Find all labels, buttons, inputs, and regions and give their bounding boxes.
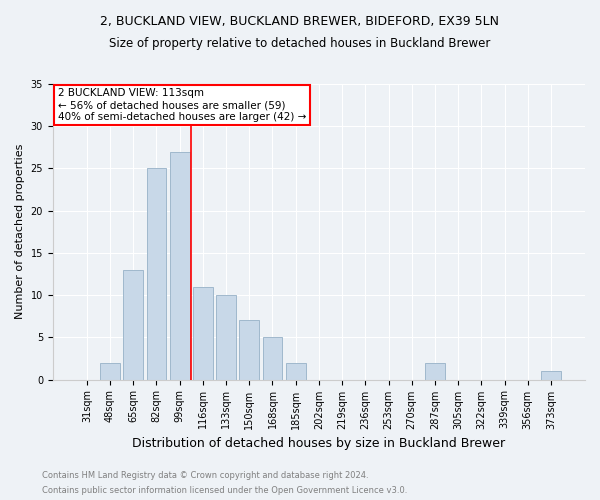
Bar [193,286,213,380]
Text: 2, BUCKLAND VIEW, BUCKLAND BREWER, BIDEFORD, EX39 5LN: 2, BUCKLAND VIEW, BUCKLAND BREWER, BIDEF… [101,15,499,28]
Bar [286,362,305,380]
Bar [239,320,259,380]
Bar [146,168,166,380]
Bar [124,270,143,380]
Bar [100,362,120,380]
Text: Contains public sector information licensed under the Open Government Licence v3: Contains public sector information licen… [42,486,407,495]
Text: Size of property relative to detached houses in Buckland Brewer: Size of property relative to detached ho… [109,38,491,51]
Bar [425,362,445,380]
X-axis label: Distribution of detached houses by size in Buckland Brewer: Distribution of detached houses by size … [133,437,505,450]
Text: Contains HM Land Registry data © Crown copyright and database right 2024.: Contains HM Land Registry data © Crown c… [42,471,368,480]
Bar [216,295,236,380]
Y-axis label: Number of detached properties: Number of detached properties [15,144,25,320]
Text: 2 BUCKLAND VIEW: 113sqm
← 56% of detached houses are smaller (59)
40% of semi-de: 2 BUCKLAND VIEW: 113sqm ← 56% of detache… [58,88,307,122]
Bar [541,371,561,380]
Bar [263,338,283,380]
Bar [170,152,190,380]
